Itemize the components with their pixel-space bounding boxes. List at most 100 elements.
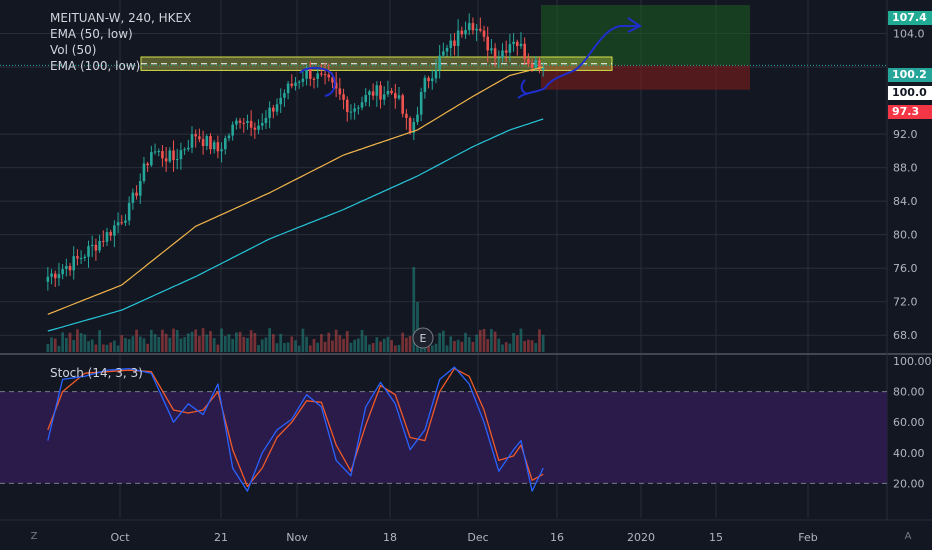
volume-bar <box>478 330 482 352</box>
candle <box>456 19 460 57</box>
candle <box>527 53 530 67</box>
candle-body <box>471 23 475 31</box>
volume-bar <box>279 333 283 352</box>
candle <box>138 173 142 205</box>
price-tick-label: 92.0 <box>893 128 918 141</box>
stoch-k-line <box>47 366 544 492</box>
volume-bar <box>501 344 504 352</box>
candle <box>486 26 490 62</box>
volume-bar <box>146 343 149 352</box>
candle <box>368 89 371 107</box>
stoch-legend[interactable]: Stoch (14, 3, 3) <box>50 366 143 380</box>
candle-body <box>253 127 257 130</box>
candle-body <box>146 163 149 166</box>
time-tick-label: 2020 <box>627 531 655 544</box>
stoch-axis: 100.00 80.00 60.00 40.00 20.00 <box>893 355 932 490</box>
candle-body <box>515 41 519 47</box>
volume-bar <box>430 345 434 352</box>
stoch-tick-label: 40.00 <box>893 447 925 460</box>
legend-volume[interactable]: Vol (50) <box>50 43 97 57</box>
volume-bar <box>209 331 212 352</box>
legend-ema100[interactable]: EMA (100, low) <box>50 59 141 73</box>
candle <box>98 234 101 254</box>
candle <box>68 263 72 276</box>
legend-ema50[interactable]: EMA (50, low) <box>50 27 133 41</box>
volume-bar <box>338 335 342 352</box>
time-tick-label: 15 <box>709 531 723 544</box>
candle <box>65 258 68 277</box>
candle-body <box>320 73 323 75</box>
candle <box>235 117 238 130</box>
candle <box>124 214 127 227</box>
candle <box>334 71 338 98</box>
candle-body <box>101 240 105 242</box>
price-axis: 104.0 92.0 88.0 84.0 80.0 76.0 72.0 68.0 <box>893 28 925 343</box>
volume-bar <box>249 330 253 352</box>
candle <box>109 229 112 241</box>
volume-bar <box>153 334 157 352</box>
candle <box>175 148 179 170</box>
candle <box>345 96 349 122</box>
candle-body <box>390 90 393 94</box>
candle <box>50 269 53 285</box>
candle <box>246 114 249 130</box>
candle <box>397 87 401 101</box>
candle-body <box>312 78 316 80</box>
candle-body <box>449 40 453 48</box>
time-tick-label: Dec <box>467 531 488 544</box>
volume-bar <box>438 332 442 352</box>
volume-bar <box>138 336 142 352</box>
volume-bar <box>397 344 401 352</box>
price-tick-label: 88.0 <box>893 162 918 175</box>
volume-bar <box>242 336 246 352</box>
ema100-line <box>47 118 544 332</box>
candle <box>434 58 438 84</box>
zoom-button[interactable]: Z <box>30 531 38 542</box>
candle-body <box>153 151 157 153</box>
time-tick-label: Nov <box>286 531 308 544</box>
candle <box>172 140 175 172</box>
legend-symbol[interactable]: MEITUAN-W, 240, HKEX <box>50 11 192 25</box>
candle-body <box>172 150 175 161</box>
candle <box>412 118 416 141</box>
drawing-circle <box>299 66 336 97</box>
time-tick-label: Oct <box>110 531 130 544</box>
volume-bar <box>168 337 172 352</box>
volume-bar <box>61 332 64 352</box>
volume-bar <box>482 328 486 352</box>
candle-body <box>279 97 283 105</box>
candle-body <box>412 121 416 133</box>
volume-bar <box>83 334 87 352</box>
volume-bar <box>271 334 275 352</box>
volume-bar <box>257 345 260 352</box>
candle-body <box>490 48 493 51</box>
candle <box>72 246 76 280</box>
volume-bar <box>405 337 408 352</box>
volume-bar <box>50 337 53 352</box>
volume-bar <box>541 334 545 352</box>
candles <box>46 13 545 291</box>
volume-bar <box>135 329 138 352</box>
candle <box>464 21 467 39</box>
volume-bar <box>434 343 438 352</box>
candle <box>445 44 449 57</box>
candle <box>482 25 486 42</box>
candle-body <box>127 202 131 221</box>
candle <box>113 220 116 248</box>
ema50-line <box>47 66 544 315</box>
volume-bar <box>412 267 416 352</box>
candle <box>453 32 456 56</box>
candle-body <box>235 120 238 125</box>
candle-body <box>364 94 368 103</box>
candle-body <box>246 120 249 123</box>
candle <box>220 142 223 163</box>
price-tick-label: 72.0 <box>893 296 918 309</box>
auto-scale-button[interactable]: A <box>904 531 912 542</box>
candle-body <box>272 107 275 112</box>
volume-bar <box>175 330 179 352</box>
volume-bar <box>116 345 120 352</box>
candle-body <box>98 240 101 251</box>
candle <box>83 254 87 262</box>
candle-body <box>453 40 456 46</box>
